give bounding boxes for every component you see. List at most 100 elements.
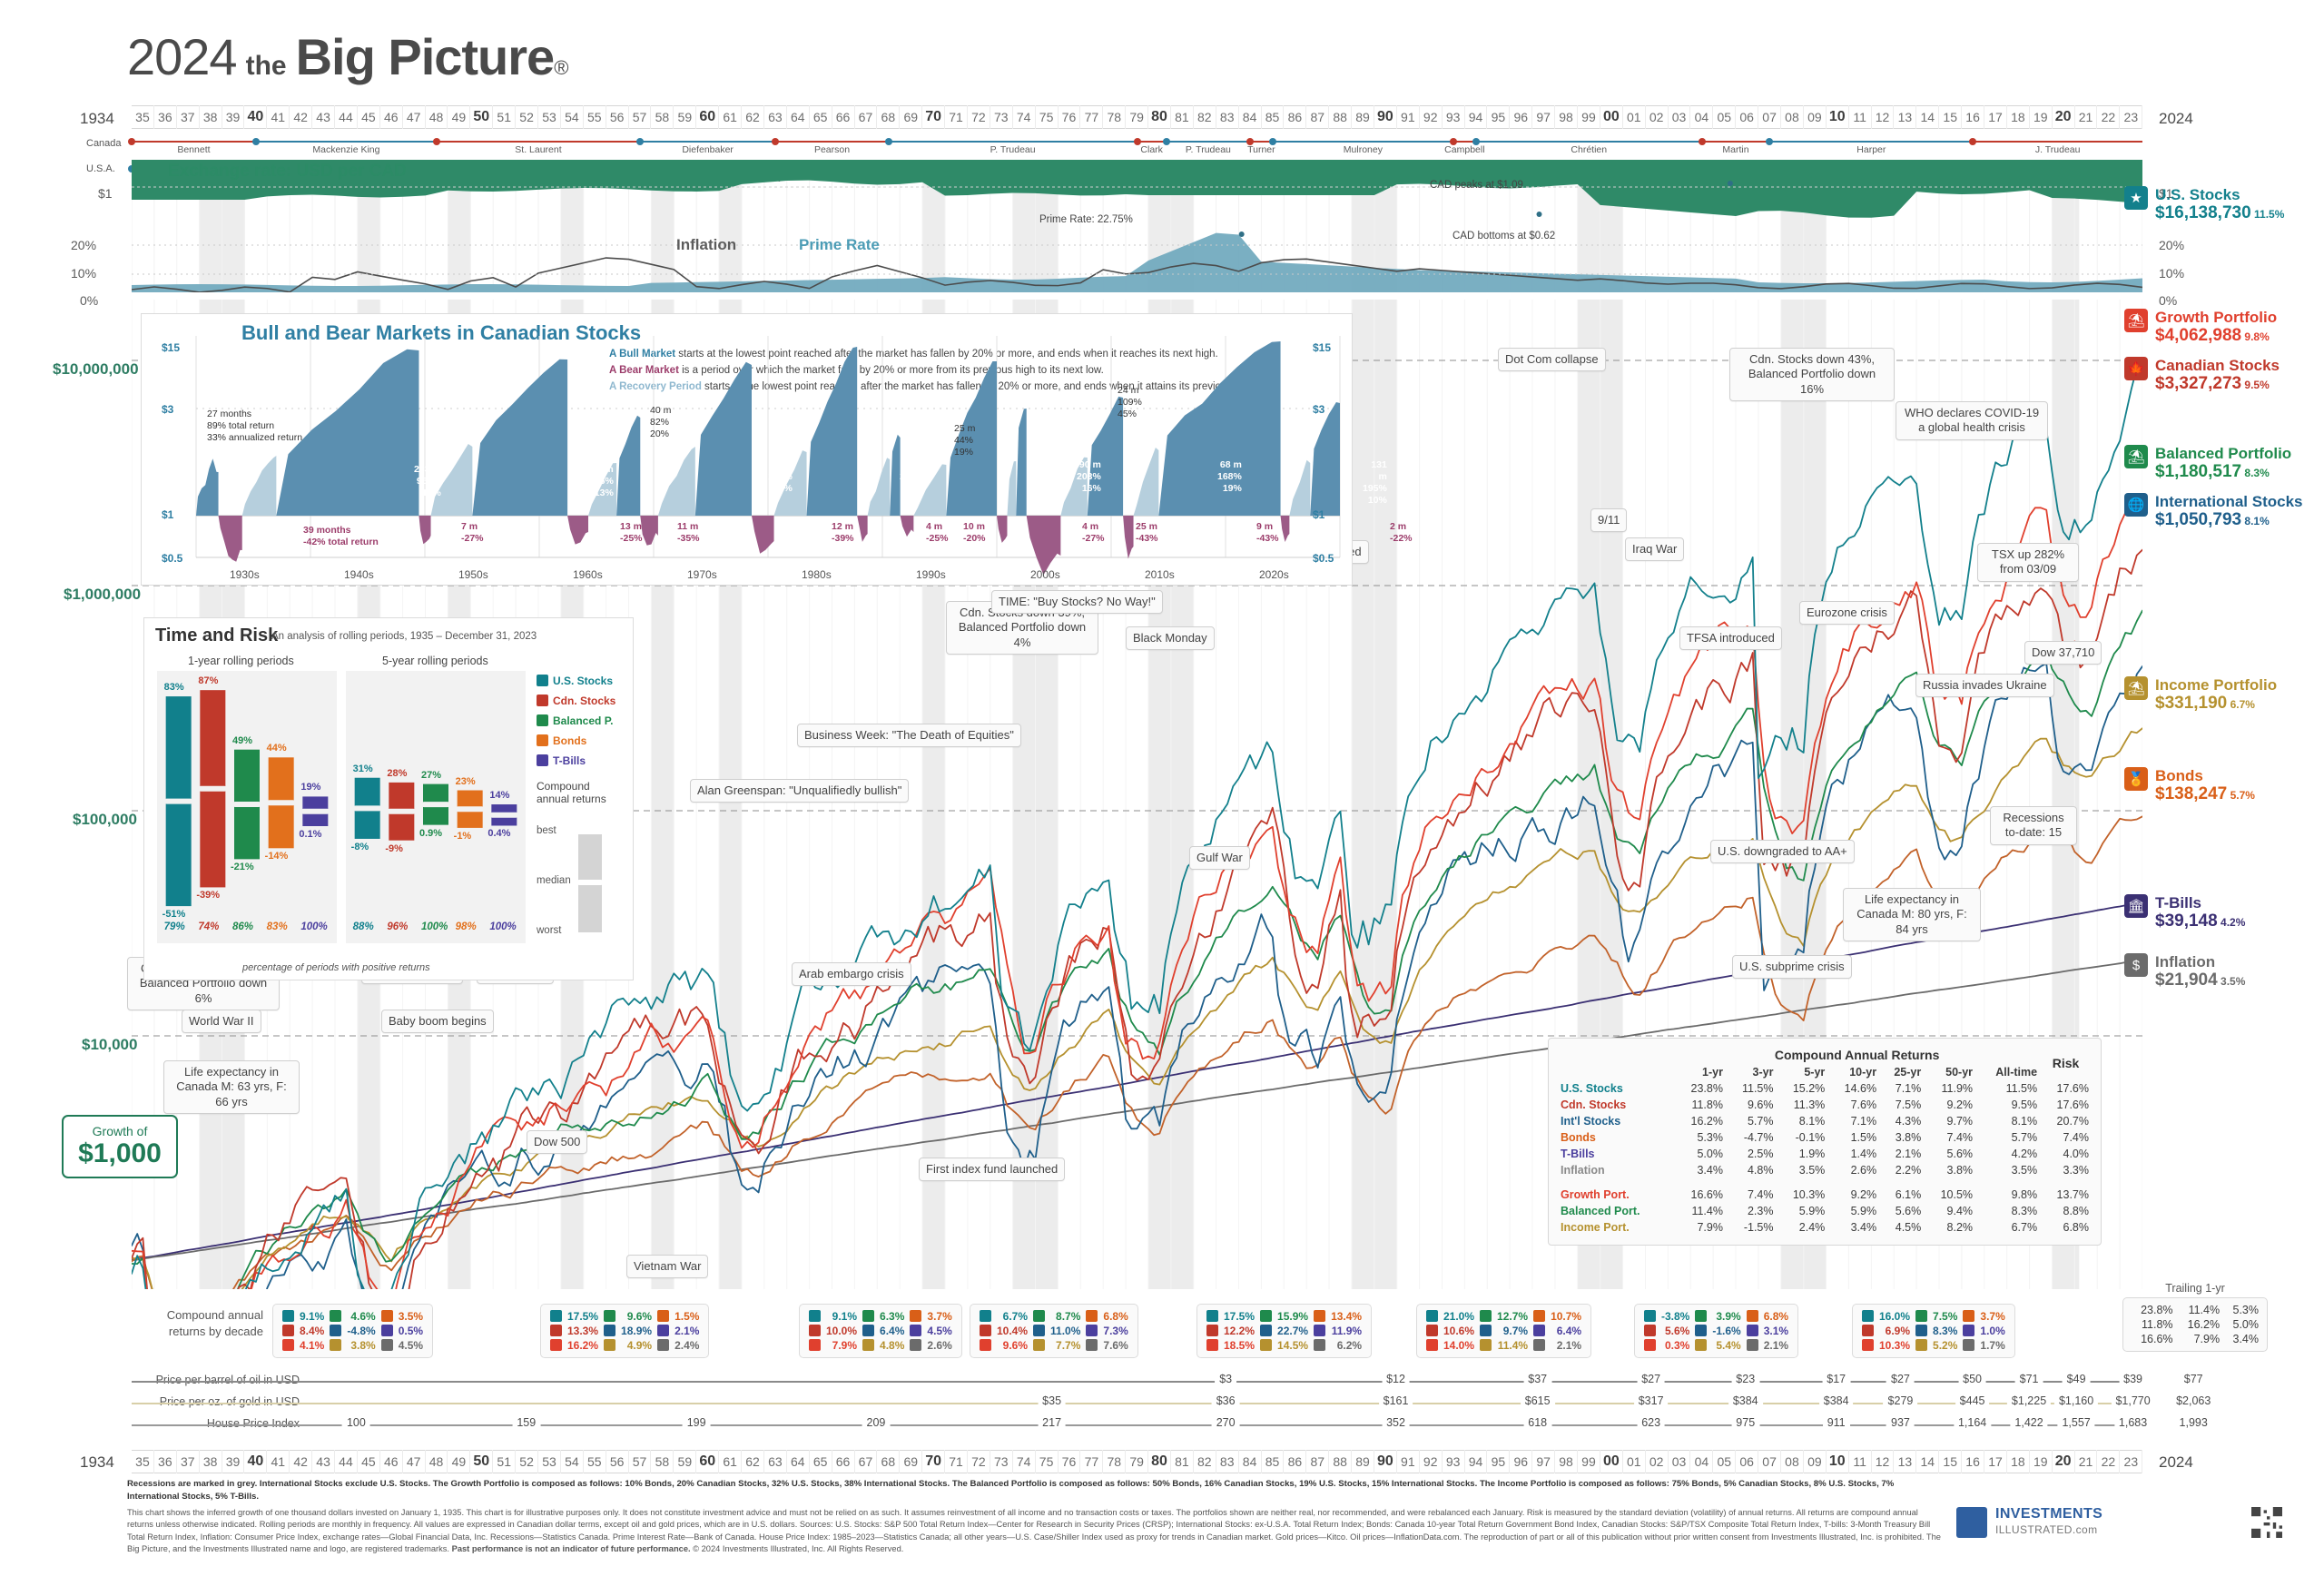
group-header-compound: Compound Annual Returns <box>1774 1048 1940 1062</box>
decade-return-value: 4.9% <box>626 1339 653 1352</box>
legend-item-inflation[interactable]: $ Inflation $21,904 3.5% <box>2124 953 2245 990</box>
decade-swatch-cell <box>1477 1324 1494 1338</box>
trailing-cell: 11.4% <box>2188 1304 2221 1316</box>
year-tick-02: 02 <box>1646 1450 1669 1473</box>
series-line-intl <box>132 662 2142 1289</box>
asset-swatch-icon <box>657 1325 670 1336</box>
return-cell: 3.8% <box>1946 1164 1974 1177</box>
decade-swatch-cell <box>1477 1309 1494 1324</box>
worst-return-label: -39% <box>196 890 221 901</box>
legend-item-canadian-stocks[interactable]: 🍁 Canadian Stocks $3,327,273 9.5% <box>2124 357 2280 393</box>
asset-swatch-icon <box>809 1339 821 1351</box>
legend-item-income-portfolio[interactable]: ⛱ Income Portfolio $331,190 6.7% <box>2124 676 2277 713</box>
worst-return-label: 0.9% <box>419 827 443 839</box>
asset-swatch-icon <box>1746 1325 1758 1336</box>
year-tick-23: 23 <box>2120 1450 2143 1473</box>
series-line-cdn <box>132 548 2142 1289</box>
bb-bull-annotation-7: 24 m 109% 45% <box>1118 385 1142 420</box>
leader-term <box>1166 141 1250 143</box>
decade-returns-block: -3.8% 3.9% 6.8% 5.6% -1.6% 3.1% 0.3% 5.4% 2.1% <box>1634 1304 1799 1358</box>
leader-start-dot <box>1472 138 1480 145</box>
table-row: Cdn. Stocks 11.8% 9.6% 11.3% 7.6% 7.5% 9.2% 9.5… <box>1558 1097 2092 1113</box>
year-tick-17: 17 <box>1984 105 2007 129</box>
market-segment-rec <box>588 463 617 516</box>
time-risk-legend-item: Balanced P. <box>537 714 613 727</box>
asset-swatch-icon <box>1533 1339 1546 1351</box>
rate-tick-20-left: 20% <box>71 238 97 252</box>
decade-return-value: 7.6% <box>1103 1339 1128 1352</box>
callout: TSX up 282% from 03/09 <box>1977 543 2079 582</box>
asset-swatch-icon <box>657 1339 670 1351</box>
row-asset-name: Bonds <box>1561 1131 1596 1144</box>
certificate-icon: 🏅 <box>2124 767 2148 791</box>
year-tick-67: 67 <box>855 105 878 129</box>
market-segment-bear <box>567 516 588 545</box>
decade-returns-row: 6.9% 8.3% 1.0% <box>1859 1324 2008 1338</box>
decade-return-value: 6.8% <box>1763 1310 1789 1323</box>
commodity-value: $279 <box>1883 1394 1918 1407</box>
decade-swatch-cell <box>1744 1338 1761 1353</box>
commodity-row-label: House Price Index <box>206 1417 300 1430</box>
commodity-value: $384 <box>1728 1394 1763 1407</box>
maple-leaf-icon: 🍁 <box>2124 357 2148 380</box>
return-cell: -0.1% <box>1795 1131 1826 1144</box>
commodity-line <box>132 1424 2142 1426</box>
end-year-bottom: 2024 <box>2159 1453 2193 1471</box>
commodity-value: $445 <box>1955 1394 1990 1407</box>
footer-body: This chart shows the inferred growth of … <box>127 1507 1943 1556</box>
market-segment-rec <box>1060 457 1088 516</box>
time-risk-legend-item: U.S. Stocks <box>537 675 613 687</box>
legend-item-international-stocks[interactable]: 🌐 International Stocks $1,050,793 8.1% <box>2124 493 2302 529</box>
leader-start-dot <box>251 138 260 145</box>
legend-item-balanced-portfolio[interactable]: ⛱ Balanced Portfolio $1,180,517 8.3% <box>2124 445 2291 481</box>
decade-swatch-cell <box>1641 1338 1659 1353</box>
year-tick-76: 76 <box>1059 1450 1081 1473</box>
legend-item-bonds[interactable]: 🏅 Bonds $138,247 5.7% <box>2124 767 2255 803</box>
decade-returns-row: 9.1% 6.3% 3.7% <box>806 1309 955 1324</box>
commodity-value: $49 <box>2062 1373 2091 1385</box>
legend-item-t-bills[interactable]: 🏛 T-Bills $39,148 4.2% <box>2124 894 2245 931</box>
row-asset-name: Int'l Stocks <box>1561 1115 1621 1128</box>
year-tick-57: 57 <box>629 1450 652 1473</box>
decade-returns-row: 21.0% 12.7% 10.7% <box>1423 1309 1584 1324</box>
return-cell: 9.8% <box>2011 1188 2038 1201</box>
bb-decade-1990s: 1990s <box>916 568 946 581</box>
decade-swatch-cell <box>1257 1324 1275 1338</box>
year-tick-38: 38 <box>200 105 222 129</box>
asset-swatch-icon <box>1480 1310 1492 1322</box>
return-cell: 5.7% <box>1747 1115 1774 1128</box>
year-tick-92: 92 <box>1420 105 1443 129</box>
positive-periods-pct: 88% <box>352 921 374 932</box>
market-segment-bull <box>890 434 901 516</box>
year-tick-94: 94 <box>1465 1450 1488 1473</box>
decade-return-value: 9.1% <box>300 1310 325 1323</box>
legend-item-growth-portfolio[interactable]: ⛱ Growth Portfolio $4,062,988 9.8% <box>2124 309 2277 345</box>
leader-name: Martin <box>1722 144 1749 155</box>
market-segment-rec <box>1133 448 1159 516</box>
return-cell: 4.5% <box>1895 1221 1922 1234</box>
growth-label: Growth of <box>92 1124 148 1138</box>
legend-asset-value: $1,050,793 8.1% <box>2155 510 2270 530</box>
positive-periods-pct: 83% <box>266 921 288 932</box>
leader-start-dot <box>432 138 440 145</box>
positive-periods-pct: 96% <box>387 921 409 932</box>
column-header-5-yr: 5-yr <box>1804 1066 1826 1079</box>
bull-bear-definition: A Bear Market is a period over which the… <box>609 363 1257 379</box>
return-cell: 2.6% <box>1850 1164 1877 1177</box>
decade-swatch-cell <box>1859 1338 1876 1353</box>
positive-periods-pct: 100% <box>489 921 517 932</box>
market-segment-bear <box>1280 516 1290 542</box>
bb-bear-annotation-3: 12 m -39% <box>832 521 854 545</box>
asset-swatch-icon <box>1426 1325 1438 1336</box>
decade-return-value: 4.6% <box>350 1310 376 1323</box>
return-cell: 9.7% <box>1946 1115 1974 1128</box>
legend-item-u-s-stocks[interactable]: ★ U.S. Stocks $16,138,730 11.5% <box>2124 186 2284 222</box>
decade-swatch-cell <box>1311 1324 1328 1338</box>
asset-swatch-icon <box>862 1310 875 1322</box>
usa-label: U.S.A. <box>86 163 115 174</box>
return-cell: 16.2% <box>1690 1115 1723 1128</box>
market-segment-bear <box>419 516 431 545</box>
leader-term <box>1701 141 1770 143</box>
canada-leaders-row: Bennett Mackenzie King St. Laurent Diefenba… <box>128 133 2142 160</box>
year-tick-83: 83 <box>1216 1450 1239 1473</box>
